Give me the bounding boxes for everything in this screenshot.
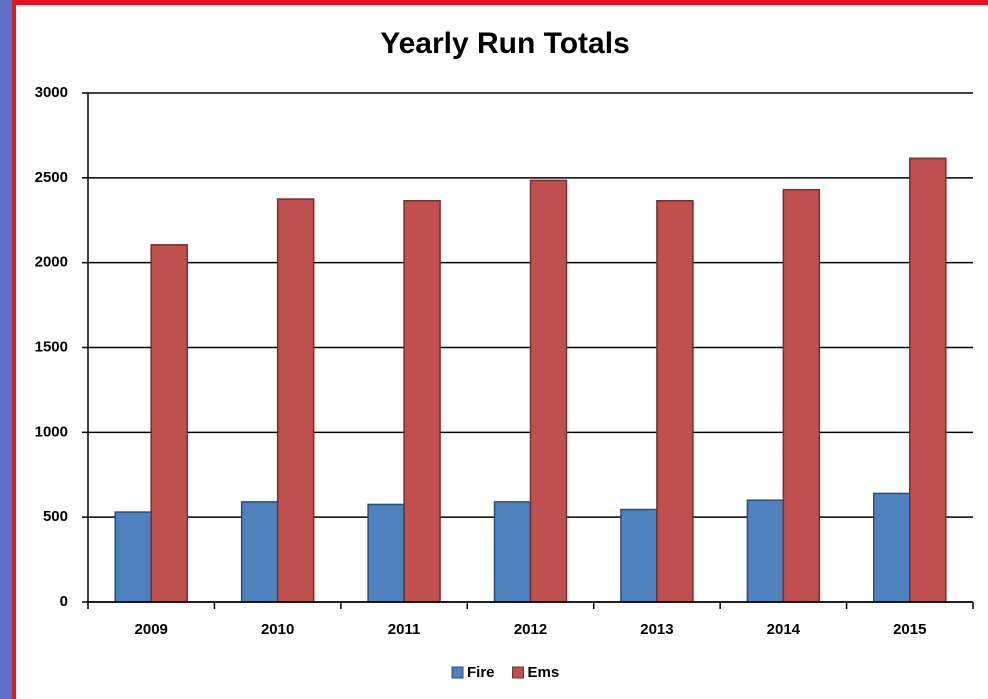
bar — [656, 199, 694, 603]
left-strip — [0, 0, 12, 699]
x-tick-label: 2014 — [767, 621, 801, 638]
bar — [782, 188, 821, 603]
bar — [240, 501, 279, 603]
red-border-left — [12, 0, 16, 699]
bar — [493, 501, 532, 603]
x-tick-label: 2010 — [261, 621, 294, 638]
x-tick-label: 2009 — [135, 621, 168, 638]
legend-swatch — [451, 666, 464, 679]
x-tick-label: 2015 — [893, 621, 926, 638]
legend-label: Ems — [528, 664, 560, 681]
y-tick-label: 2500 — [35, 169, 68, 186]
bar — [620, 508, 658, 603]
y-tick-label: 0 — [60, 593, 68, 610]
legend-swatch — [512, 666, 525, 679]
y-tick-label: 3000 — [35, 84, 68, 101]
bar — [367, 503, 405, 603]
chart-title: Yearly Run Totals — [380, 27, 630, 60]
bar — [403, 199, 441, 603]
y-tick-label: 1000 — [35, 423, 68, 440]
bar — [746, 499, 785, 603]
y-tick-label: 2000 — [35, 254, 68, 271]
x-tick-label: 2011 — [388, 621, 421, 638]
red-border-top — [12, 0, 988, 5]
bar — [114, 511, 152, 603]
y-tick-label: 1500 — [35, 338, 68, 355]
bar — [150, 244, 188, 603]
y-tick-label: 500 — [43, 508, 68, 525]
bar — [909, 157, 947, 603]
bar — [276, 198, 315, 603]
x-tick-label: 2013 — [640, 621, 673, 638]
bar — [873, 492, 911, 603]
legend-label: Fire — [467, 664, 495, 681]
x-tick-label: 2012 — [514, 621, 547, 638]
bar — [529, 179, 568, 603]
